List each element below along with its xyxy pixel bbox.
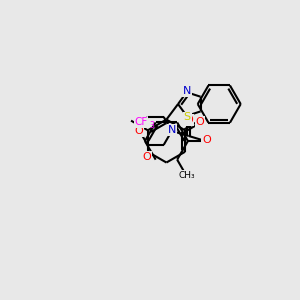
Text: O: O bbox=[202, 135, 211, 145]
Text: O: O bbox=[196, 117, 204, 127]
Text: S: S bbox=[184, 112, 191, 122]
Text: 3: 3 bbox=[149, 121, 154, 130]
Text: O: O bbox=[135, 126, 143, 136]
Text: O: O bbox=[184, 115, 193, 125]
Text: N: N bbox=[183, 86, 191, 96]
Text: N: N bbox=[168, 125, 176, 135]
Text: O: O bbox=[143, 152, 152, 162]
Text: CF: CF bbox=[135, 117, 148, 127]
Text: CH₃: CH₃ bbox=[178, 171, 195, 180]
